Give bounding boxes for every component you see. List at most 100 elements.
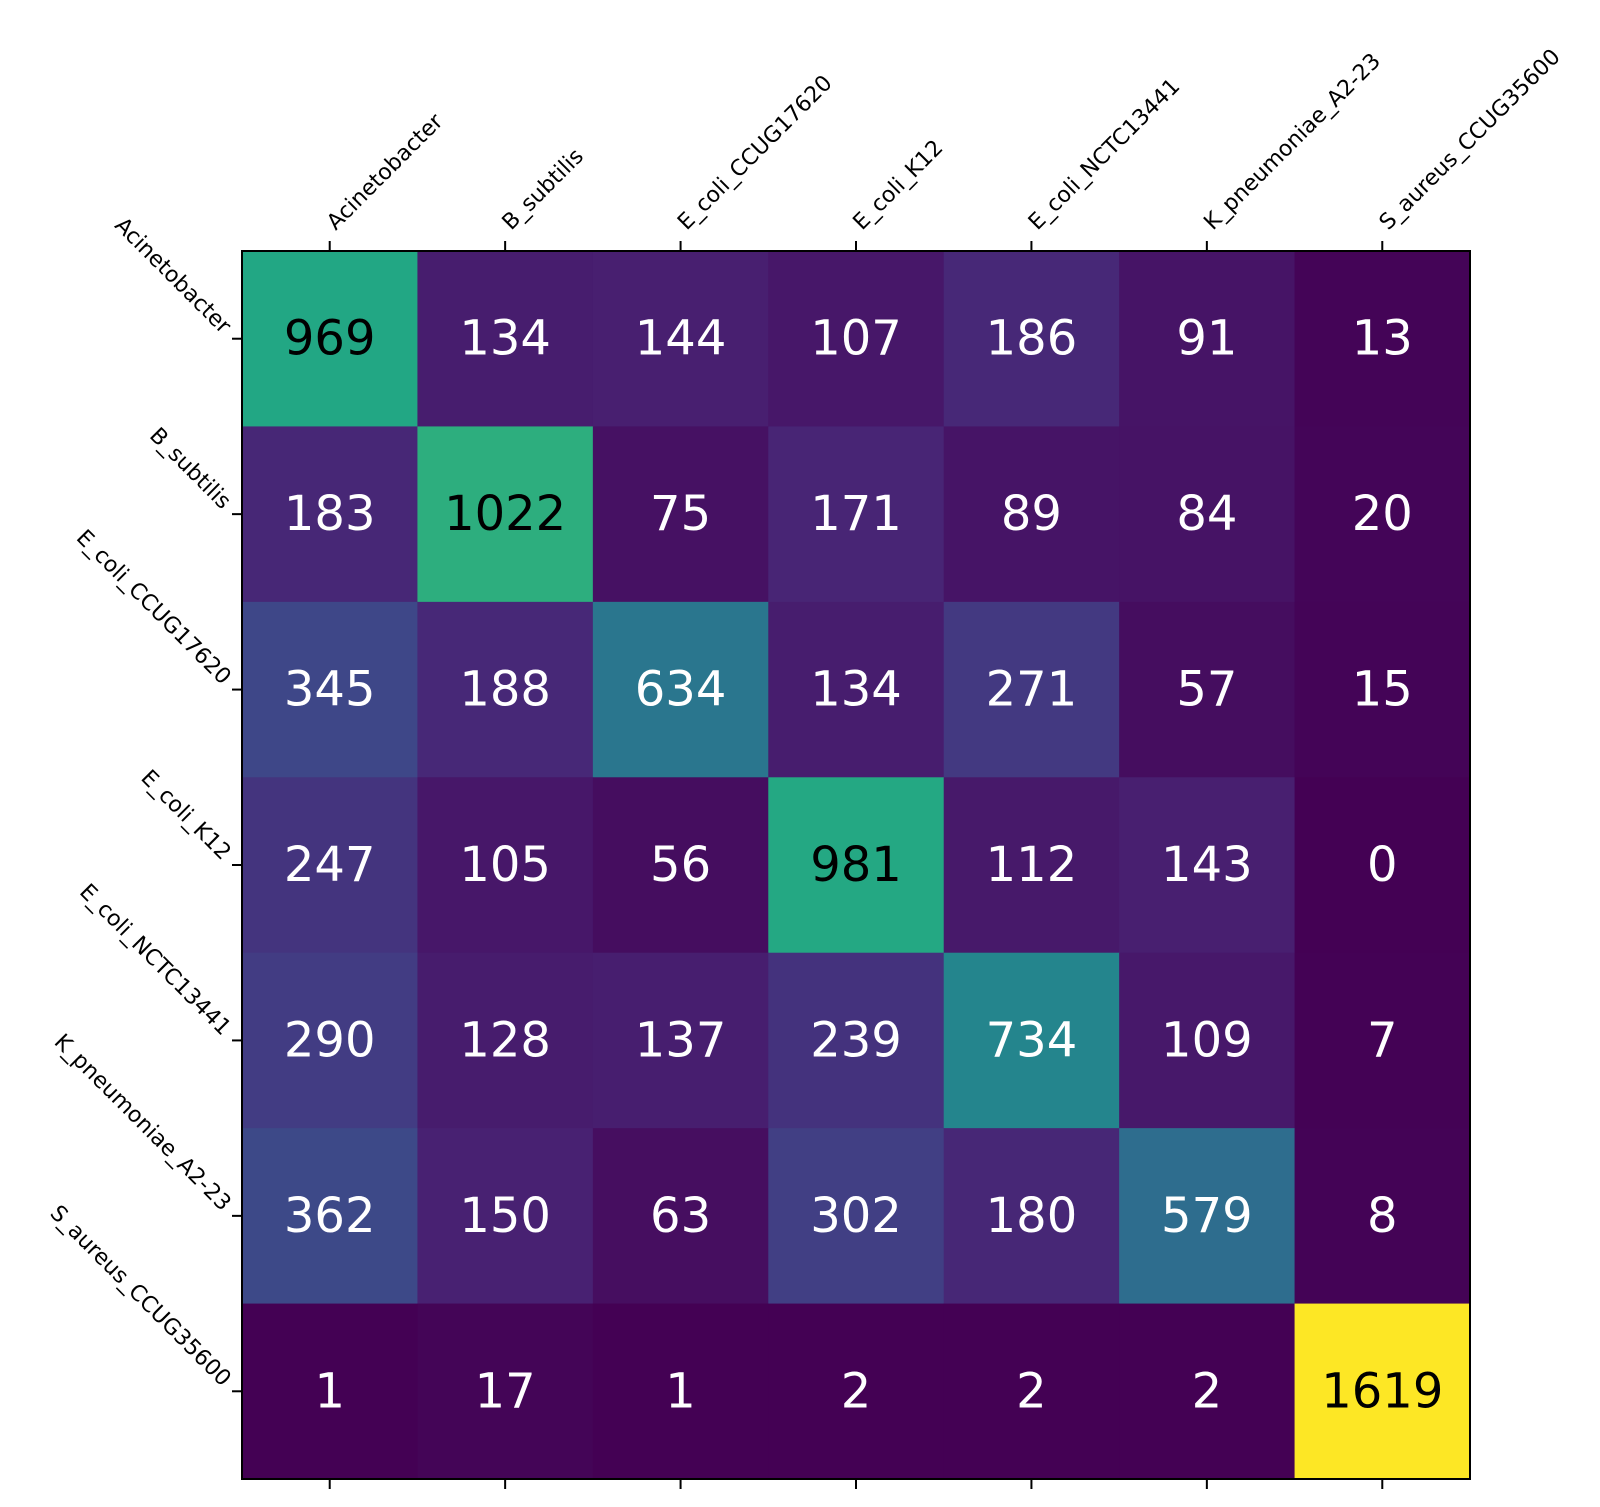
x-tick-label: K_pneumoniae_A2-23	[1199, 49, 1386, 236]
y-tick-label: B_subtilis	[144, 423, 235, 514]
heatmap-cell	[242, 601, 418, 778]
heatmap-cell	[1294, 777, 1471, 954]
heatmap-cell	[242, 952, 418, 1129]
cell-value-label: 290	[284, 1012, 376, 1068]
x-tick-label: S_aureus_CCUG35600	[1375, 45, 1566, 236]
heatmap-cell	[417, 601, 594, 778]
heatmap-cell	[1119, 1303, 1296, 1480]
heatmap-cell	[768, 1128, 945, 1305]
heatmap-cell	[417, 251, 594, 427]
cell-value-label: 63	[650, 1188, 711, 1244]
cell-value-label: 134	[459, 311, 551, 367]
cell-value-label: 17	[475, 1363, 536, 1419]
cell-value-label: 981	[810, 837, 902, 893]
y-tick-label: E_coli_K12	[136, 765, 236, 865]
heatmap-cell	[1294, 426, 1471, 603]
heatmap-cell	[417, 777, 594, 954]
cell-value-label: 634	[635, 662, 727, 718]
cell-value-label: 0	[1367, 837, 1398, 893]
heatmap-cell	[1119, 777, 1296, 954]
heatmap-cell	[242, 426, 418, 603]
y-tick-label: Acinetobacter	[109, 213, 236, 340]
heatmap-cell	[943, 251, 1120, 427]
cell-value-label: 362	[284, 1188, 376, 1244]
cell-value-label: 15	[1352, 662, 1413, 718]
cell-value-label: 105	[459, 837, 551, 893]
cell-value-label: 56	[650, 837, 711, 893]
heatmap-cell	[1119, 251, 1296, 427]
cell-value-label: 239	[810, 1012, 902, 1068]
plot-frame	[241, 250, 1471, 1480]
cell-value-label: 247	[284, 837, 376, 893]
cell-value-label: 2	[1192, 1363, 1223, 1419]
heatmap-cell	[1119, 1128, 1296, 1305]
heatmap-cell	[592, 777, 769, 954]
y-tick-label: K_pneumoniae_A2-23	[49, 1030, 236, 1217]
heatmap-cell	[1294, 251, 1471, 427]
heatmap-cell	[768, 426, 945, 603]
y-tick-label: E_coli_NCTC13441	[74, 879, 235, 1040]
cell-value-label: 144	[635, 311, 727, 367]
cell-value-label: 150	[459, 1188, 551, 1244]
cell-value-label: 7	[1367, 1012, 1398, 1068]
cell-value-label: 1022	[444, 486, 566, 542]
heatmap-cell	[768, 251, 945, 427]
heatmap-cell	[943, 1128, 1120, 1305]
cell-value-label: 128	[459, 1012, 551, 1068]
heatmap-cell	[592, 251, 769, 427]
cell-value-label: 1619	[1321, 1363, 1443, 1419]
x-tick-label: Acinetobacter	[322, 109, 449, 236]
heatmap-cells	[242, 251, 1471, 1480]
heatmap-cell	[592, 1303, 769, 1480]
heatmap-cell	[1119, 426, 1296, 603]
cell-value-label: 107	[810, 311, 902, 367]
heatmap-cell	[1294, 1128, 1471, 1305]
heatmap-cell	[417, 1303, 594, 1480]
heatmap-cell	[592, 952, 769, 1129]
heatmap-cell	[592, 426, 769, 603]
heatmap-cell	[768, 1303, 945, 1480]
cell-value-label: 969	[284, 311, 376, 367]
cell-value-label: 143	[1161, 837, 1253, 893]
heatmap-cell	[592, 1128, 769, 1305]
heatmap-cell	[242, 1303, 418, 1480]
y-axis-ticks: Acinetobacter B_subtilis E_coli_CCUG17620 E…	[45, 213, 242, 1393]
cell-value-label: 112	[986, 837, 1078, 893]
cell-value-label: 13	[1352, 311, 1413, 367]
heatmap-cell	[943, 601, 1120, 778]
cell-value-label: 75	[650, 486, 711, 542]
cell-value-label: 137	[635, 1012, 727, 1068]
heatmap-cell	[943, 777, 1120, 954]
heatmap-cell	[1294, 601, 1471, 778]
heatmap-cell	[1119, 952, 1296, 1129]
heatmap-cell	[943, 952, 1120, 1129]
heatmap-cell	[768, 952, 945, 1129]
cell-value-label: 1	[314, 1363, 345, 1419]
x-tick-label: E_coli_K12	[849, 135, 949, 235]
heatmap-cell	[943, 1303, 1120, 1480]
cell-value-label: 89	[1001, 486, 1062, 542]
y-tick-label: S_aureus_CCUG35600	[45, 1201, 236, 1392]
heatmap-cell	[1119, 601, 1296, 778]
cell-value-label: 109	[1161, 1012, 1253, 1068]
heatmap-cell	[592, 601, 769, 778]
cell-value-label: 2	[841, 1363, 872, 1419]
cell-value-label: 1	[665, 1363, 696, 1419]
cell-value-label: 186	[986, 311, 1078, 367]
cell-value-label: 734	[986, 1012, 1078, 1068]
x-tick-label: E_coli_CCUG17620	[673, 71, 837, 235]
heatmap-cell	[768, 777, 945, 954]
heatmap-cell	[417, 1128, 594, 1305]
x-tick-label: B_subtilis	[498, 144, 589, 235]
cell-value-label: 91	[1176, 311, 1237, 367]
cell-value-label: 171	[810, 486, 902, 542]
cell-value-label: 57	[1176, 662, 1237, 718]
cell-value-label: 345	[284, 662, 376, 718]
heatmap-cell	[943, 426, 1120, 603]
cell-value-label: 20	[1352, 486, 1413, 542]
heatmap-cell	[417, 426, 594, 603]
y-tick-label: E_coli_CCUG17620	[71, 525, 235, 689]
x-tick-label: E_coli_NCTC13441	[1024, 74, 1185, 235]
